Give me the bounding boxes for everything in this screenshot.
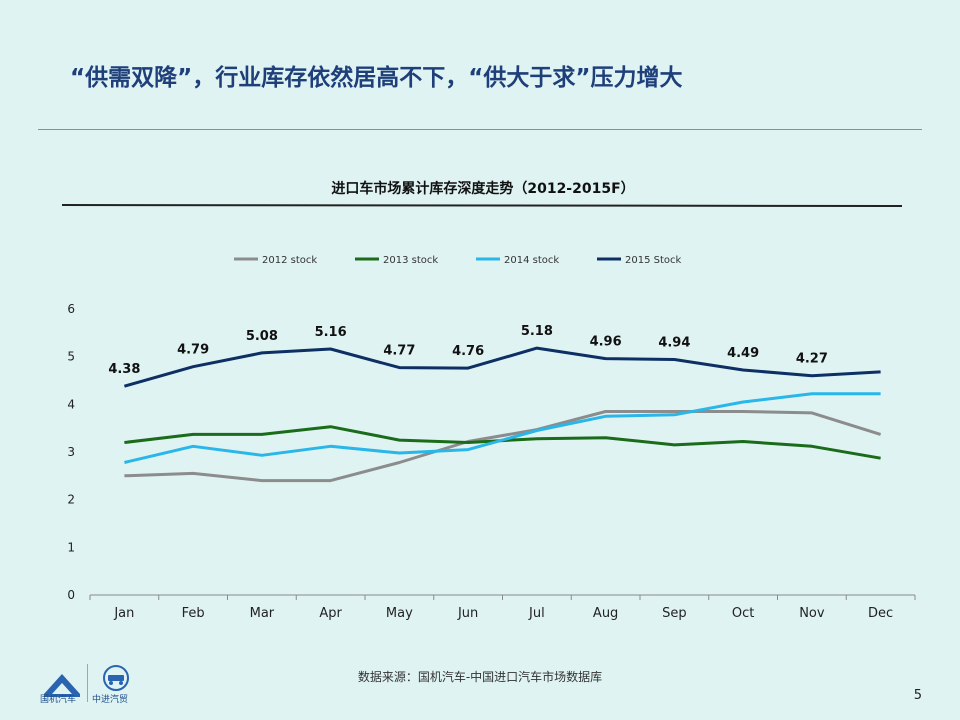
data-label-oct: 4.49 xyxy=(727,346,759,361)
page-number: 5 xyxy=(913,688,922,703)
data-label-mar: 5.08 xyxy=(246,329,278,344)
data-label-jul: 5.18 xyxy=(521,324,553,339)
y-tick-label-2: 2 xyxy=(67,493,75,507)
data-label-jun: 4.76 xyxy=(452,344,484,359)
cnatc-logo-icon xyxy=(103,665,129,691)
y-axis: 0 1 2 3 4 5 6 xyxy=(67,302,75,602)
legend-label-2015-stock: 2015 Stock xyxy=(625,255,682,266)
data-label-feb: 4.79 xyxy=(177,343,209,358)
x-tick-label-oct: Oct xyxy=(732,606,754,621)
series-line-2014-stock xyxy=(124,392,881,464)
chart-legend: 2012 stock 2013 stock 2014 stock 2015 Stock xyxy=(234,255,682,266)
y-tick-label-4: 4 xyxy=(67,397,75,411)
series-line-2012-stock xyxy=(124,410,882,483)
y-tick-label-5: 5 xyxy=(67,350,75,364)
legend-label-2012-stock: 2012 stock xyxy=(262,255,317,266)
logo-right-text: 中进汽贸 xyxy=(92,695,129,705)
x-tick-label-feb: Feb xyxy=(182,606,205,621)
data-label-jan: 4.38 xyxy=(108,362,140,377)
x-tick-label-sep: Sep xyxy=(662,606,687,621)
y-tick-label-3: 3 xyxy=(67,445,75,459)
x-tick-label-dec: Dec xyxy=(868,606,893,621)
x-tick-label-nov: Nov xyxy=(799,606,825,621)
y-tick-label-6: 6 xyxy=(67,302,75,316)
chart-title: 进口车市场累计库存深度走势（2012-2015F） xyxy=(331,180,634,197)
data-label-may: 4.77 xyxy=(383,344,415,359)
x-tick-label-jul: Jul xyxy=(528,606,545,621)
x-tick-label-may: May xyxy=(386,606,413,621)
logo-divider xyxy=(87,664,88,702)
x-tick-label-jan: Jan xyxy=(113,606,134,621)
logo-left-text: 国机汽车 xyxy=(40,695,77,705)
x-tick-label-jun: Jun xyxy=(457,606,478,621)
title-divider xyxy=(38,129,922,130)
x-axis: Jan Feb Mar Apr May Jun Jul Aug Sep Oct Nov Dec xyxy=(89,594,916,621)
x-tick-label-aug: Aug xyxy=(593,606,618,621)
data-labels: 4.38 4.79 5.08 5.16 4.77 4.76 5.18 4.96 4.94 4.49… xyxy=(108,324,828,377)
y-tick-label-0: 0 xyxy=(67,588,75,602)
x-tick-label-mar: Mar xyxy=(250,606,275,621)
data-label-apr: 5.16 xyxy=(315,325,347,340)
slide-title: “供需双降”，行业库存依然居高不下，“供大于求”压力增大 xyxy=(70,65,683,91)
data-source: 数据来源：国机汽车-中国进口汽车市场数据库 xyxy=(357,670,603,684)
line-chart: 进口车市场累计库存深度走势（2012-2015F） 2012 stock 2013… xyxy=(61,180,916,621)
data-label-aug: 4.96 xyxy=(590,335,622,350)
series-lines xyxy=(123,346,882,483)
chart-title-underline xyxy=(61,204,903,207)
data-label-nov: 4.27 xyxy=(796,352,828,367)
data-label-sep: 4.94 xyxy=(658,336,690,351)
legend-label-2014-stock: 2014 stock xyxy=(504,255,559,266)
series-line-2015-stock xyxy=(123,346,881,388)
sinomach-logo-icon xyxy=(44,674,80,697)
y-tick-label-1: 1 xyxy=(67,540,75,554)
x-tick-label-apr: Apr xyxy=(319,606,342,621)
legend-label-2013-stock: 2013 stock xyxy=(383,255,438,266)
